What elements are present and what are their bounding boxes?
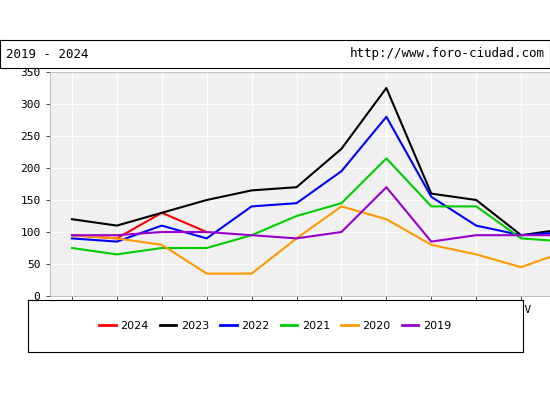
Text: http://www.foro-ciudad.com: http://www.foro-ciudad.com <box>349 48 544 60</box>
Text: 2019 - 2024: 2019 - 2024 <box>6 48 88 60</box>
Legend: 2024, 2023, 2022, 2021, 2020, 2019: 2024, 2023, 2022, 2021, 2020, 2019 <box>95 316 455 336</box>
Text: Evolucion Nº Turistas Extranjeros en el municipio de Touro: Evolucion Nº Turistas Extranjeros en el … <box>10 12 540 28</box>
